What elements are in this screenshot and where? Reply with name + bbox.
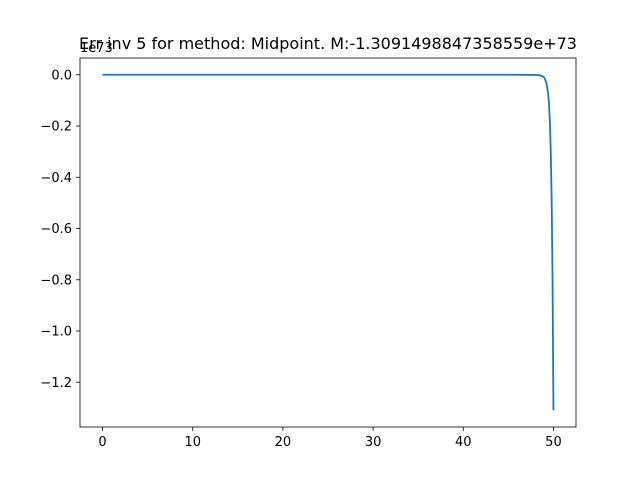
x-tick-label: 10 <box>184 435 201 450</box>
y-tick-label: −0.8 <box>40 273 72 288</box>
y-tick-label: 0.0 <box>51 68 72 83</box>
y-axis: 0.0 −0.2 −0.4 −0.6 −0.8 −1.0 −1.2 <box>40 68 80 391</box>
y-offset-text: 1e73 <box>80 41 113 56</box>
x-tick-label: 20 <box>275 435 292 450</box>
plot-area: 0 10 20 30 40 50 0.0 −0.2 −0.4 −0.6 −0.8 −1.0 −1.2 <box>40 57 577 450</box>
axes-frame <box>79 57 577 428</box>
series-layer <box>102 73 555 411</box>
chart-title: Err inv 5 for method: Midpoint. M:-1.309… <box>79 34 577 53</box>
series-line-0 <box>102 73 555 411</box>
x-tick-label: 40 <box>455 435 472 450</box>
x-tick-label: 0 <box>98 435 106 450</box>
y-tick-label: −1.2 <box>40 376 72 391</box>
y-tick-label: −1.0 <box>40 325 72 340</box>
y-tick-label: −0.4 <box>40 171 72 186</box>
y-tick-label: −0.6 <box>40 222 72 237</box>
y-tick-label: −0.2 <box>40 120 72 135</box>
x-axis: 0 10 20 30 40 50 <box>98 427 562 450</box>
x-tick-label: 30 <box>365 435 382 450</box>
x-tick-label: 50 <box>545 435 562 450</box>
